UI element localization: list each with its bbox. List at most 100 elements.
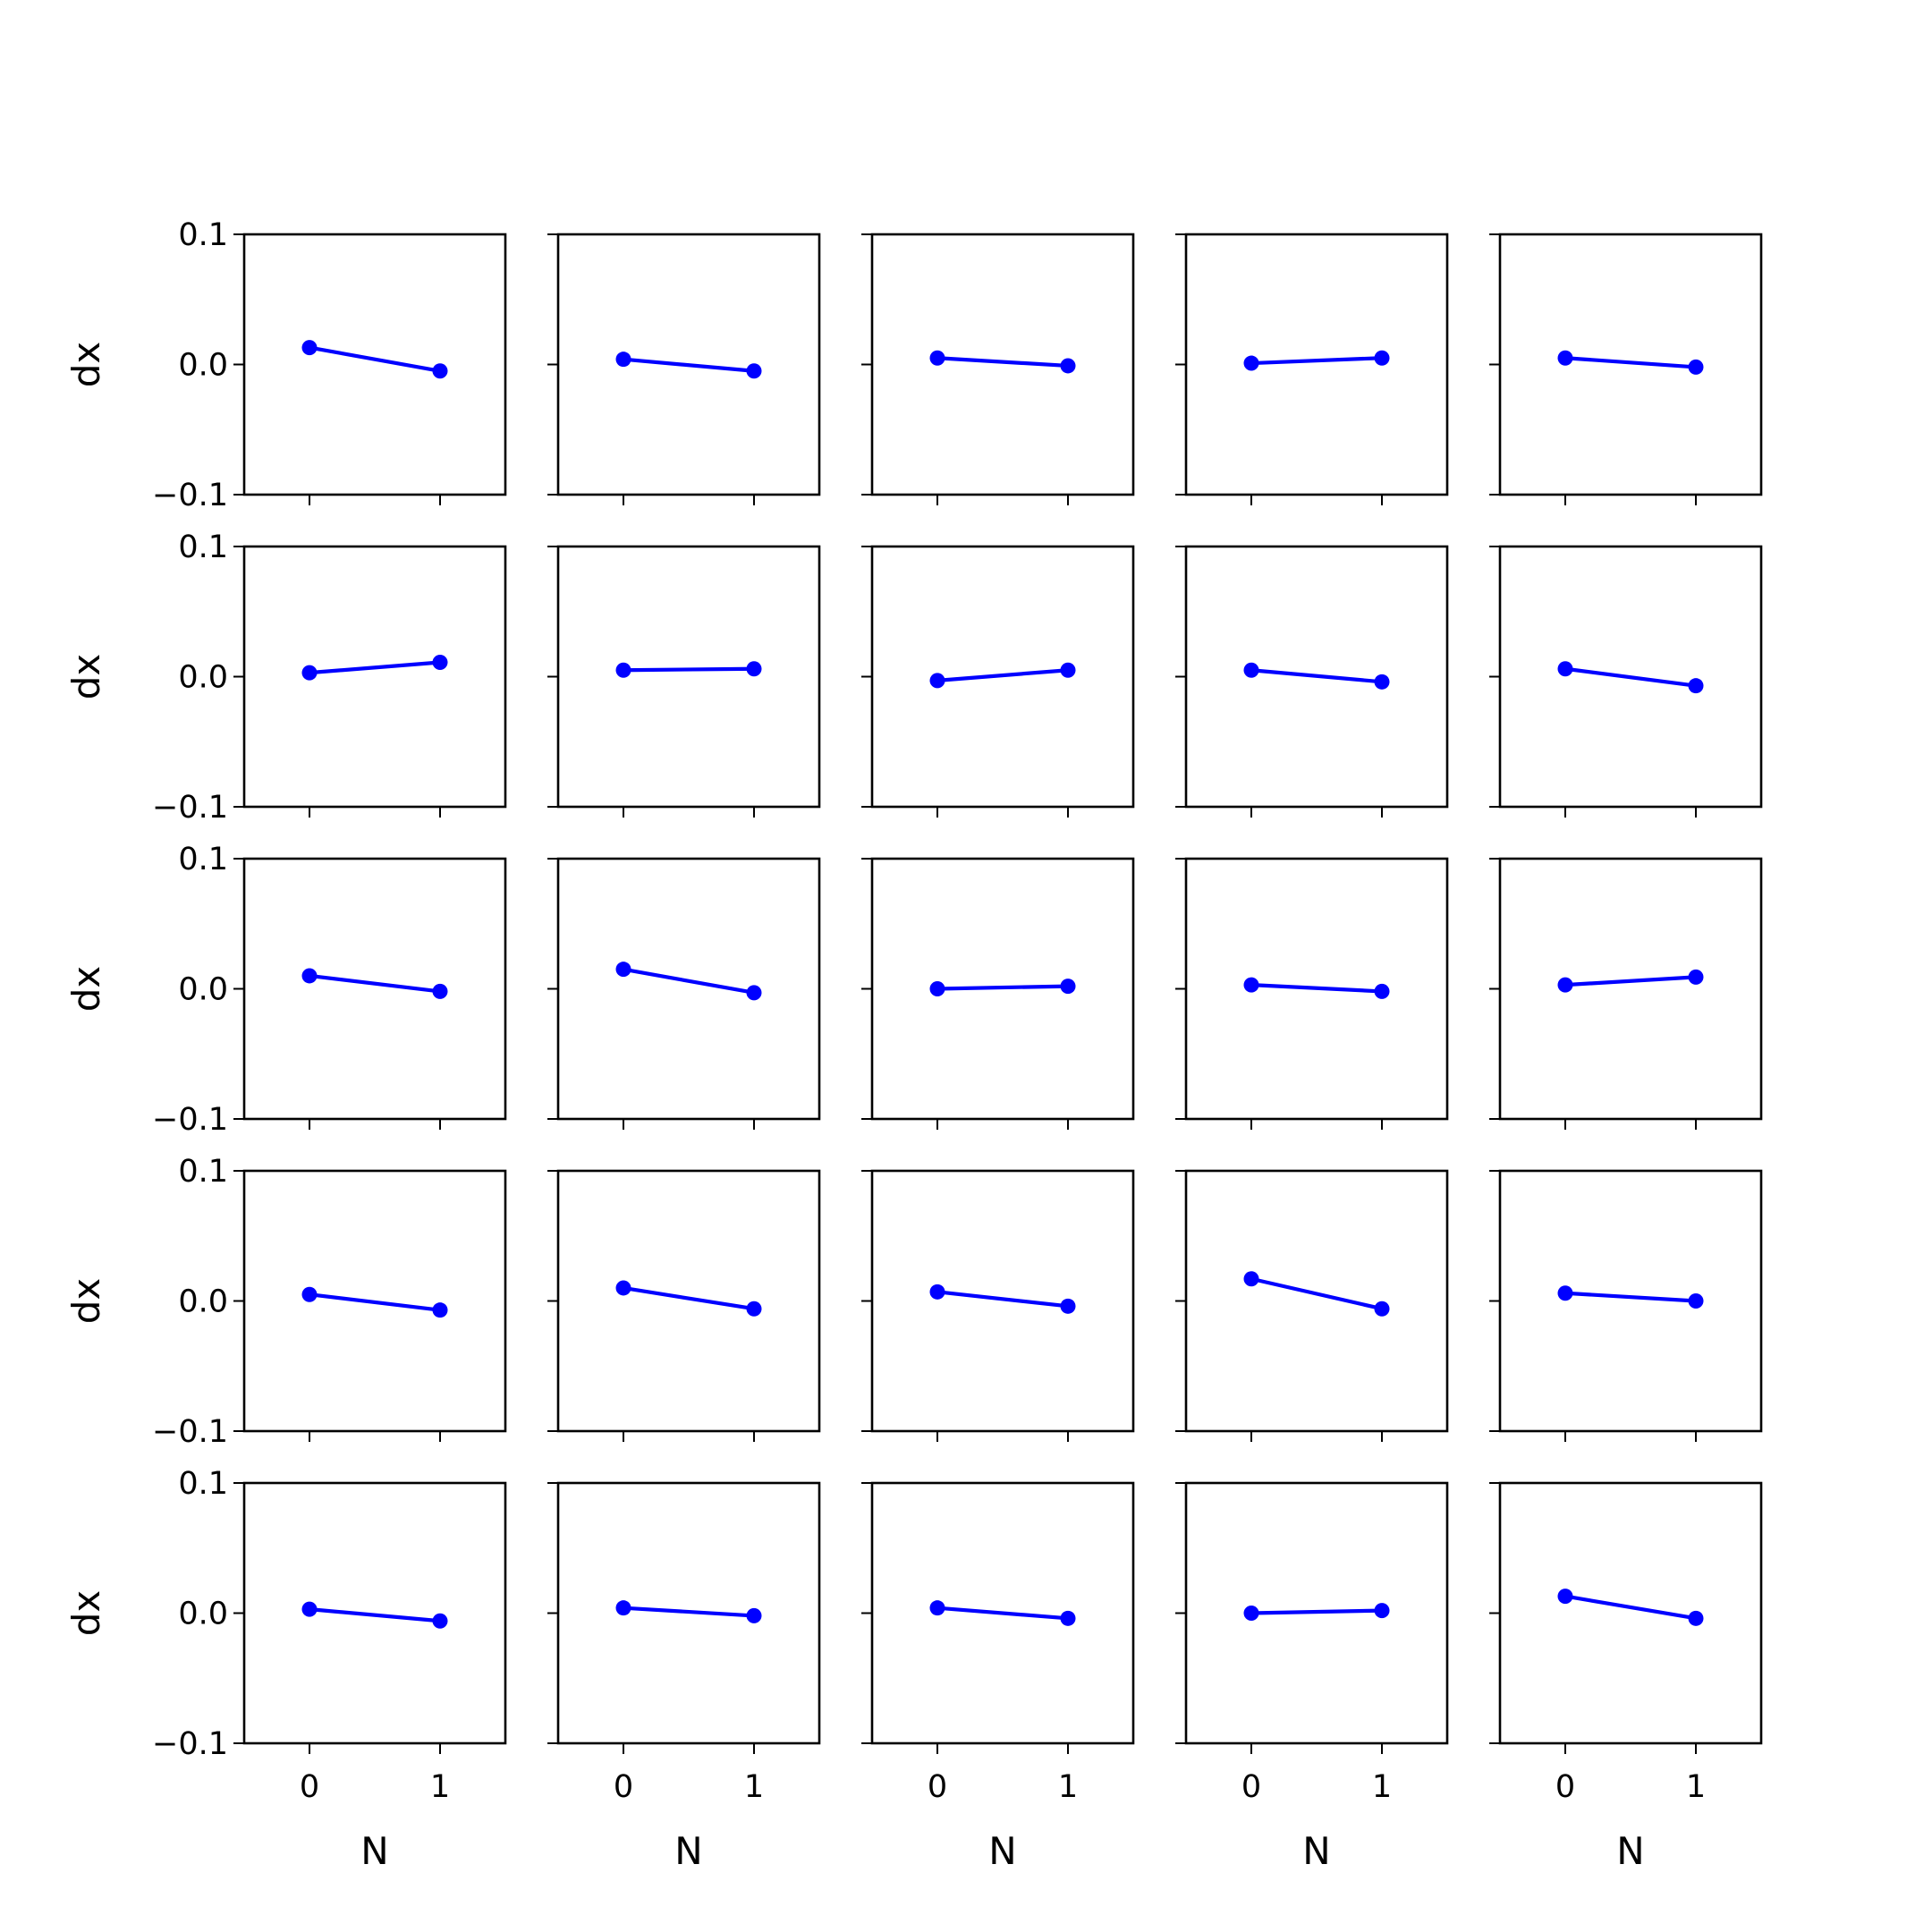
series-line — [1564, 975, 1697, 987]
series-line — [1564, 1594, 1697, 1621]
series-line — [623, 1606, 755, 1618]
data-point — [746, 1301, 762, 1317]
subplot-r5-c2: 0 1 N — [547, 1481, 821, 1873]
subplot-r4-c3 — [861, 1169, 1135, 1442]
x-tick-label: 0 — [928, 1769, 947, 1805]
series-line — [936, 356, 1069, 369]
series-line — [623, 1285, 755, 1311]
y-axis-label: dx — [64, 966, 108, 1013]
y-tick-label: 0.1 — [178, 1466, 228, 1502]
x-tick-label: 0 — [300, 1769, 319, 1805]
axes-frame — [870, 233, 1135, 496]
subplot-r2-c2 — [547, 545, 821, 818]
y-tick-label: −0.1 — [152, 1102, 228, 1138]
data-point — [929, 673, 945, 689]
y-tick-label: 0.1 — [178, 1154, 228, 1190]
data-point — [1557, 1285, 1573, 1301]
axes-frame — [1498, 857, 1763, 1121]
x-tick-label: 1 — [1058, 1769, 1078, 1805]
series-line — [309, 1292, 441, 1312]
axes-frame — [242, 545, 507, 809]
data-point — [1060, 358, 1076, 374]
data-point — [1688, 678, 1704, 694]
series-line — [1250, 668, 1383, 684]
axes-frame — [1184, 233, 1449, 496]
series-line — [309, 660, 441, 675]
x-axis-label: N — [988, 1829, 1016, 1873]
series-line — [1250, 1608, 1383, 1615]
series-line — [309, 973, 441, 994]
series-line — [1250, 356, 1383, 366]
y-tick-label: 0.0 — [178, 972, 228, 1008]
subplot-r3-c1: 0.1 0.0 −0.1 dx — [64, 842, 507, 1138]
axes-frame — [242, 233, 507, 496]
y-tick-label: −0.1 — [152, 790, 228, 826]
data-point — [1243, 977, 1259, 993]
data-point — [1557, 661, 1573, 677]
data-point — [746, 363, 762, 379]
data-point — [1243, 662, 1259, 678]
x-tick-label: 1 — [1372, 1769, 1392, 1805]
x-tick-label: 0 — [614, 1769, 633, 1805]
data-point — [746, 661, 762, 677]
data-point — [1557, 977, 1573, 993]
x-tick-label: 1 — [430, 1769, 450, 1805]
series-line — [309, 1607, 441, 1623]
subplot-r1-c5 — [1489, 233, 1763, 505]
y-tick-label: −0.1 — [152, 1726, 228, 1762]
data-point — [301, 968, 318, 984]
axes-frame — [242, 857, 507, 1121]
series-line — [1564, 356, 1697, 369]
subplot-r3-c4 — [1175, 857, 1449, 1130]
data-point — [929, 350, 945, 366]
data-point — [1374, 350, 1390, 366]
subplot-r2-c4 — [1175, 545, 1449, 818]
data-point — [432, 983, 448, 999]
data-point — [1060, 1610, 1076, 1626]
y-tick-label: 0.0 — [178, 660, 228, 696]
data-point — [1688, 1610, 1704, 1626]
y-tick-label: 0.1 — [178, 530, 228, 565]
data-point — [432, 1302, 448, 1318]
axes-frame — [1498, 1481, 1763, 1745]
axes-frame — [1184, 1169, 1449, 1433]
y-axis-label: dx — [64, 1278, 108, 1325]
axes-frame — [556, 1169, 821, 1433]
data-point — [1060, 662, 1076, 678]
y-tick-label: −0.1 — [152, 478, 228, 513]
data-point — [301, 1286, 318, 1302]
data-point — [1243, 1271, 1259, 1287]
data-point — [432, 654, 448, 670]
data-point — [301, 665, 318, 681]
x-axis-label: N — [674, 1829, 702, 1873]
series-line — [1564, 1291, 1697, 1303]
data-point — [615, 962, 631, 978]
subplot-r3-c3 — [861, 857, 1135, 1130]
y-axis-label: dx — [64, 654, 108, 700]
subplot-r2-c3 — [861, 545, 1135, 818]
x-tick-label: 0 — [1241, 1769, 1261, 1805]
y-axis-label: dx — [64, 342, 108, 388]
axes-frame — [1498, 233, 1763, 496]
subplot-r5-c4: 0 1 N — [1175, 1481, 1449, 1873]
subplot-r1-c3 — [861, 233, 1135, 505]
subplot-r1-c1: 0.1 0.0 −0.1 dx — [64, 217, 507, 513]
axes-frame — [556, 545, 821, 809]
subplot-r2-c5 — [1489, 545, 1763, 818]
data-point — [746, 985, 762, 1001]
y-tick-label: 0.0 — [178, 1284, 228, 1320]
series-line — [1250, 983, 1383, 994]
data-point — [1374, 1603, 1390, 1619]
series-line — [623, 357, 755, 373]
data-point — [746, 1607, 762, 1623]
data-point — [1243, 355, 1259, 371]
series-line — [936, 668, 1069, 682]
subplot-r4-c5 — [1489, 1169, 1763, 1442]
data-point — [1688, 359, 1704, 375]
x-axis-label: N — [360, 1829, 388, 1873]
data-point — [1374, 1301, 1390, 1317]
subplot-r3-c5 — [1489, 857, 1763, 1130]
data-point — [929, 1600, 945, 1616]
x-axis-label: N — [1302, 1829, 1330, 1873]
